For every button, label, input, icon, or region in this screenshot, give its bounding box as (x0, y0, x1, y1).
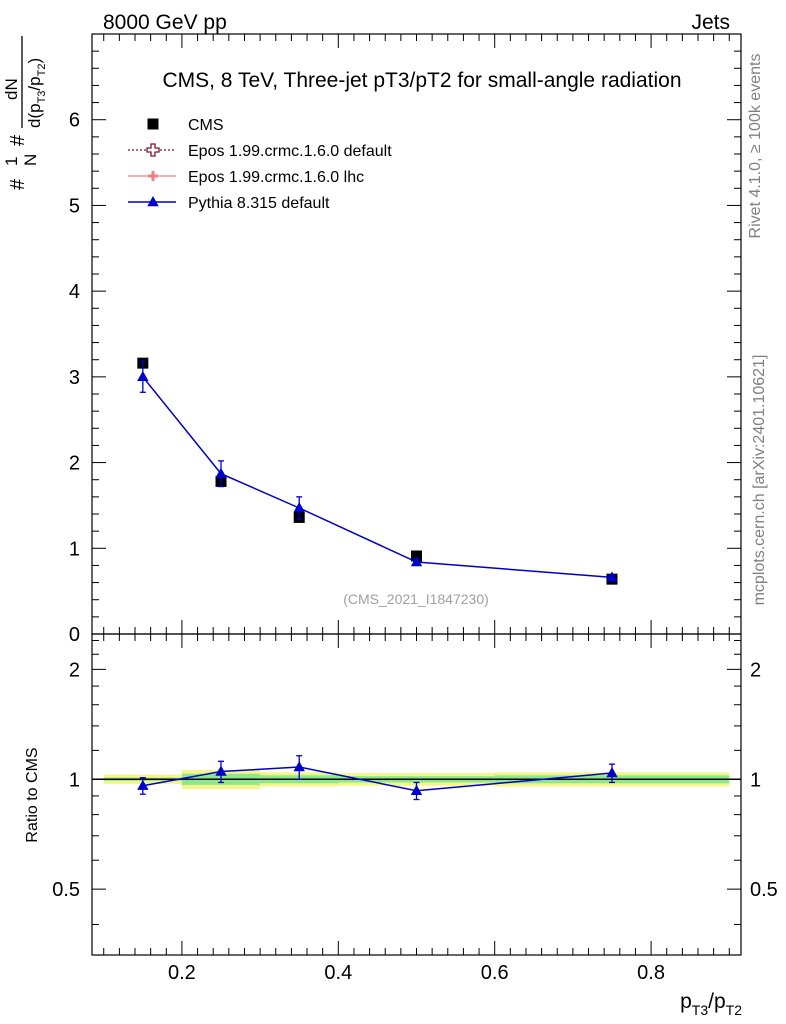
mcplots-label: mcplots.cern.ch [arXiv:2401.10621] (751, 355, 768, 606)
ratio-y-tick-label-right: 2 (750, 659, 761, 681)
ylabel-denominator: d(pT3/pT2) (25, 58, 48, 128)
ratio-axis-ticks: 0.2 0.4 0.6 0.8 0.5 0.5 1 1 2 2 (52, 634, 778, 984)
ratio-y-tick-label: 2 (69, 659, 80, 681)
ylabel-hash-1: # (7, 178, 29, 190)
main-series (137, 357, 618, 585)
legend-label: CMS (188, 117, 224, 134)
pythia-point (410, 556, 423, 567)
legend-entry: Epos 1.99.crmc.1.6.0 lhc (128, 169, 364, 186)
rivet-label: Rivet 4.1.0, ≥ 100k events (747, 54, 764, 239)
chart-title: CMS, 8 TeV, Three-jet pT3/pT2 for small-… (162, 69, 681, 92)
ylabel-hash-2: # (7, 134, 29, 146)
watermark: (CMS_2021_I1847230) (343, 591, 489, 607)
legend-entry: CMS (147, 117, 224, 134)
header-category-label: Jets (691, 11, 730, 34)
ylabel-n: N (21, 154, 40, 166)
pythia-line (142, 376, 613, 579)
ratio-panel: 0.2 0.4 0.6 0.8 0.5 0.5 1 1 2 2 (52, 633, 778, 984)
ratio-y-tick-label-right: 1 (750, 769, 761, 791)
ratio-y-tick-label: 1 (69, 769, 80, 791)
y-tick-label: 2 (69, 453, 80, 475)
ratio-frame (91, 633, 742, 956)
legend-epos-lhc-marker (148, 171, 158, 181)
x-axis-label: pT3/pT2 (680, 990, 742, 1018)
legend-label: Pythia 8.315 default (188, 195, 330, 212)
y-tick-label: 4 (69, 281, 80, 303)
pythia-ratio-point (215, 765, 227, 776)
ratio-y-tick-label: 0.5 (52, 879, 80, 901)
ylabel-dn: dN (2, 78, 21, 100)
ratio-y-tick-label-right: 0.5 (750, 879, 778, 901)
y-tick-label: 1 (69, 538, 80, 560)
legend-epos-default-marker (146, 143, 160, 157)
legend-label: Epos 1.99.crmc.1.6.0 lhc (188, 169, 364, 186)
main-y-axis-label: # 1 N # dN d(pT3/pT2) (2, 36, 48, 190)
legend: CMS Epos 1.99.crmc.1.6.0 default Epos 1.99… (128, 117, 392, 212)
y-tick-label: 6 (69, 110, 80, 132)
ratio-series (137, 755, 618, 801)
header-energy-label: 8000 GeV pp (103, 11, 227, 34)
legend-pythia-marker (147, 196, 159, 207)
ratio-y-axis-label: Ratio to CMS (24, 747, 41, 842)
y-tick-label: 5 (69, 195, 80, 217)
y-tick-label: 0 (69, 624, 80, 646)
legend-entry: Epos 1.99.crmc.1.6.0 default (128, 143, 392, 160)
main-panel: (CMS_2021_I1847230) 0 1 2 3 4 5 6 CMS, 8 TeV, … (69, 33, 742, 646)
pythia-point (606, 571, 618, 582)
x-tick-label: 0.6 (481, 962, 509, 984)
pythia-ratio-point (293, 761, 305, 772)
x-tick-label: 0.4 (324, 962, 352, 984)
legend-cms-marker (147, 118, 159, 130)
x-tick-label: 0.8 (637, 962, 665, 984)
pythia-point (215, 467, 227, 478)
pythia-ratio-point (410, 784, 423, 795)
pythia-ratio-point (137, 779, 149, 790)
main-axis-ticks: 0 1 2 3 4 5 6 (69, 33, 741, 646)
ylabel-one: 1 (2, 157, 21, 166)
legend-label: Epos 1.99.crmc.1.6.0 default (188, 143, 392, 160)
legend-entry: Pythia 8.315 default (128, 195, 330, 212)
pythia-ratio-point (606, 767, 618, 778)
pythia-point (137, 370, 149, 382)
y-tick-label: 3 (69, 367, 80, 389)
pythia-point (293, 502, 305, 513)
x-tick-label: 0.2 (168, 962, 196, 984)
